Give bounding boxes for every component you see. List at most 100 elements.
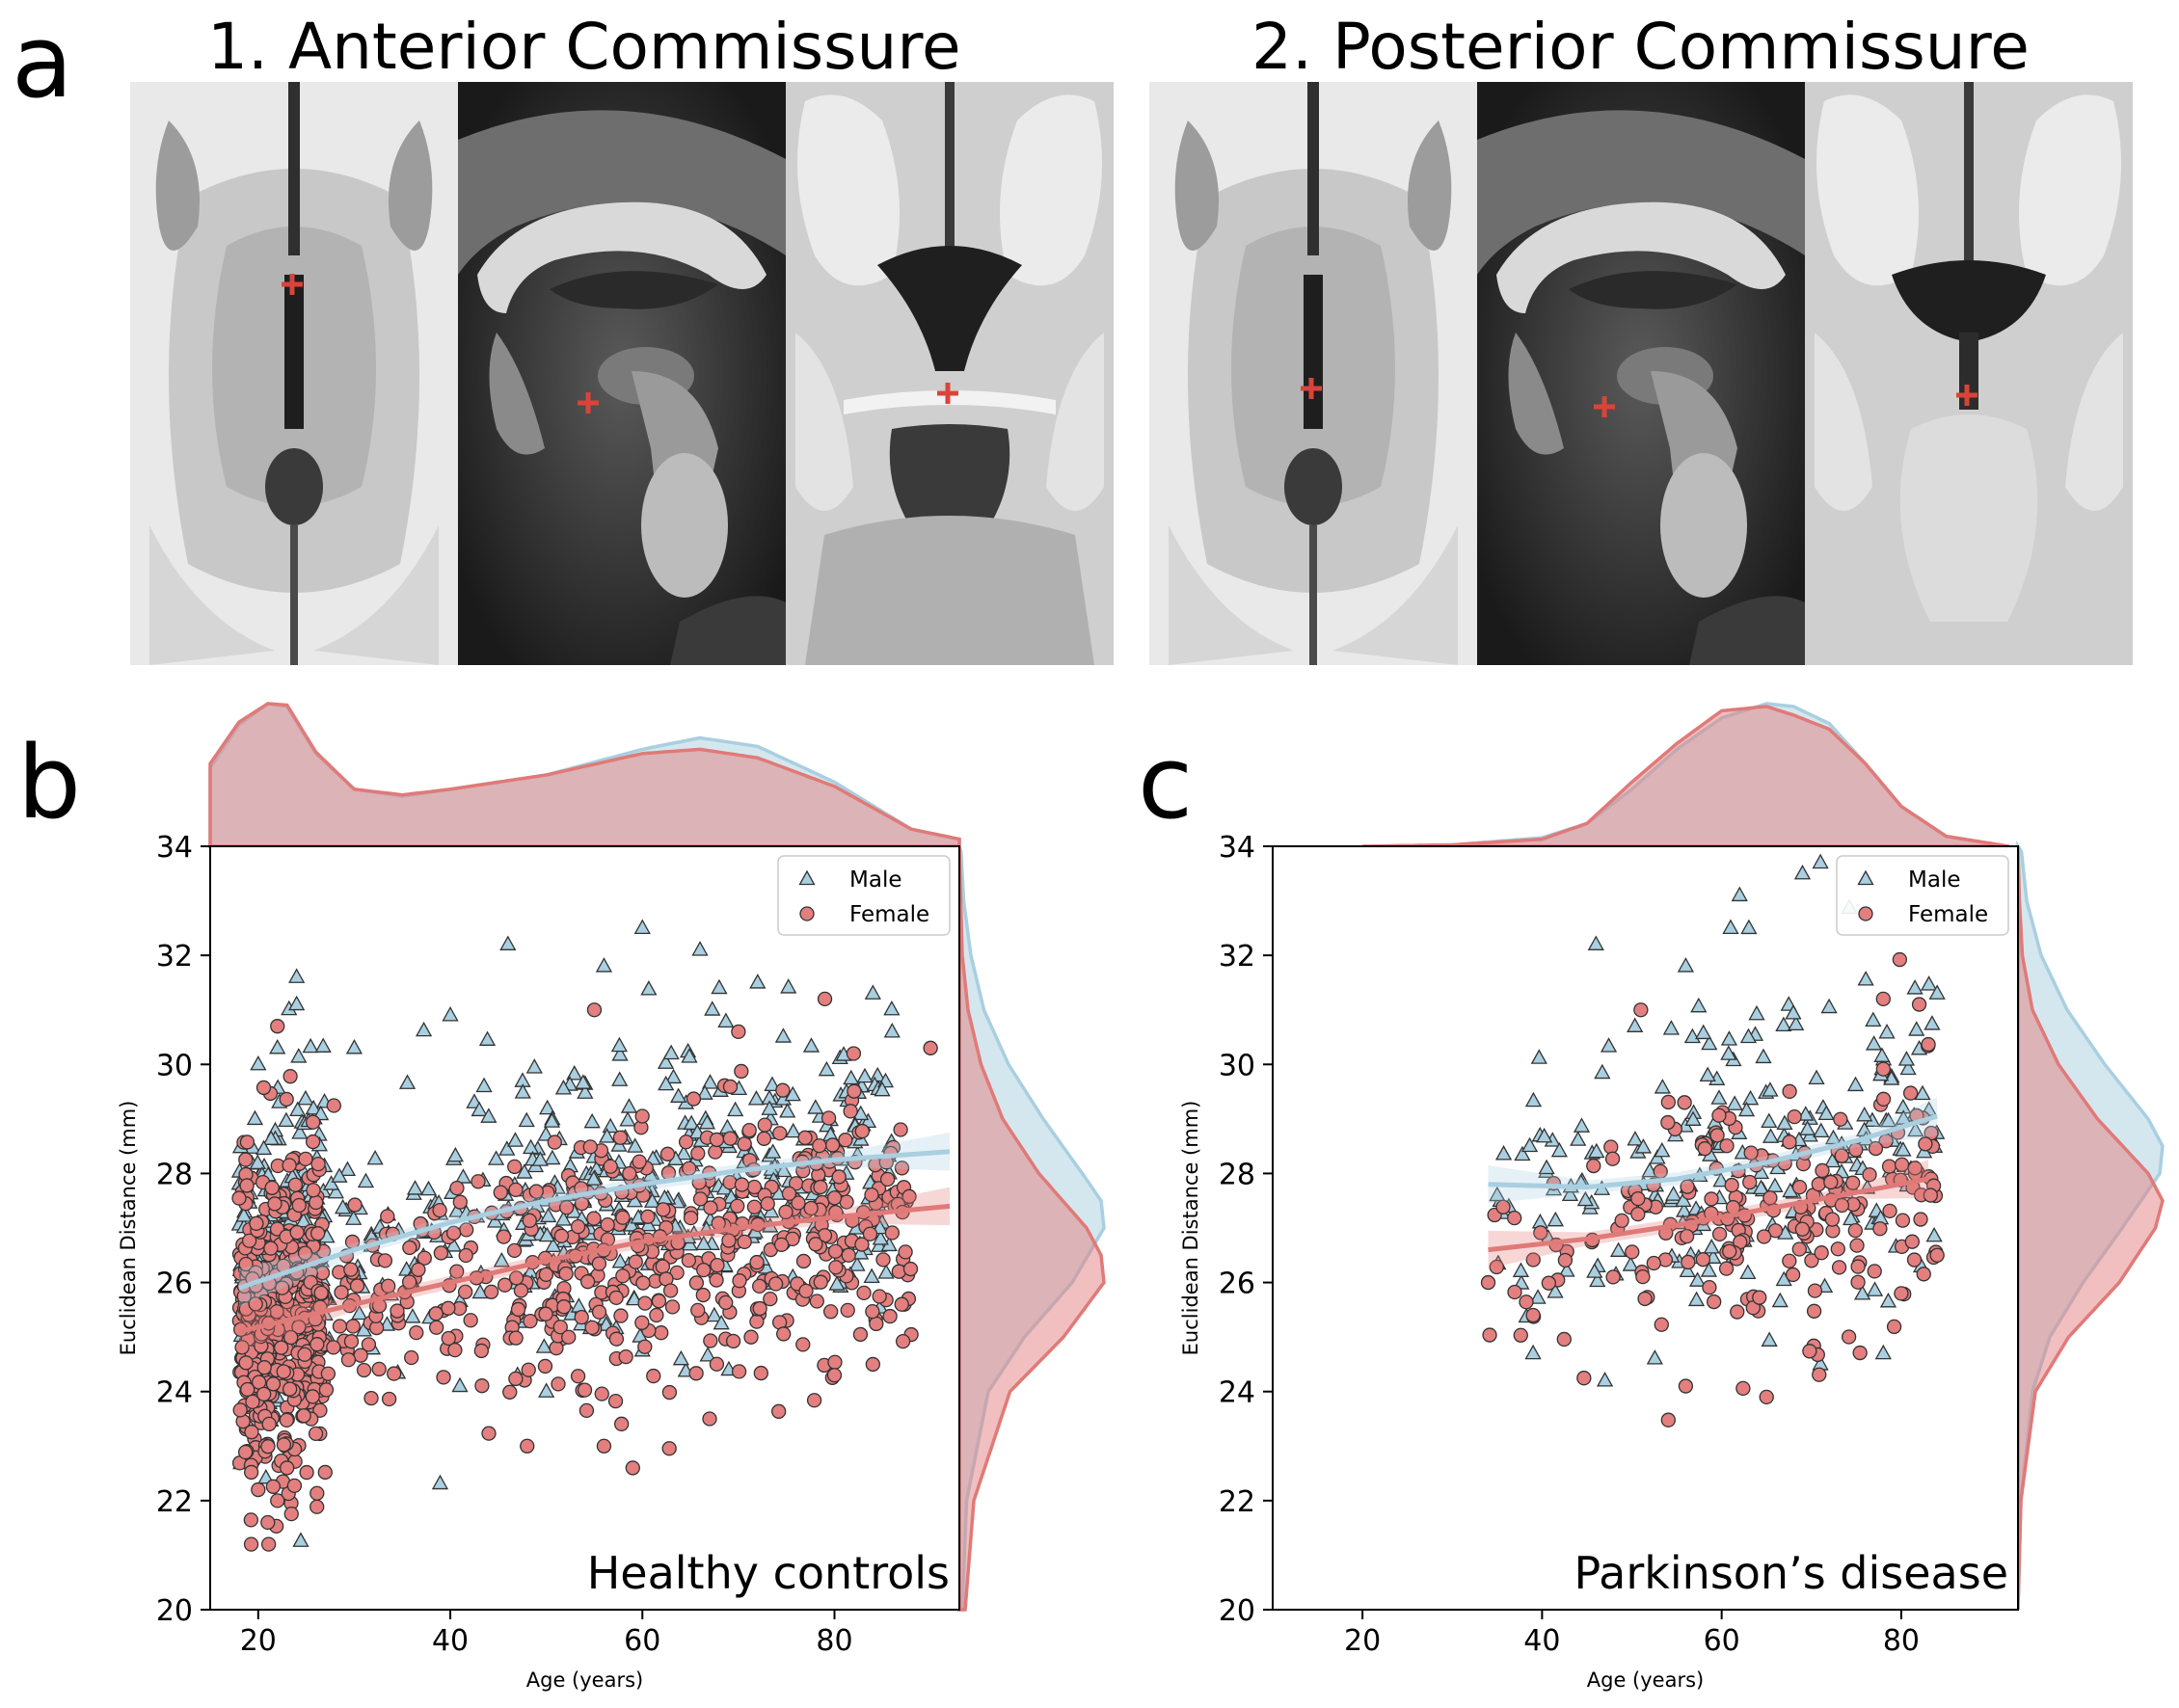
scatter-points: [230, 919, 938, 1552]
female-point: [340, 1352, 357, 1368]
male-point: [246, 1109, 264, 1126]
male-point: [1662, 1020, 1681, 1035]
female-point: [243, 1464, 259, 1481]
female-point: [651, 1294, 667, 1309]
female-point: [513, 1283, 529, 1298]
female-point: [795, 1337, 811, 1352]
female-point: [270, 1019, 285, 1034]
female-point: [1849, 1238, 1865, 1253]
female-point: [313, 1285, 329, 1301]
male-point: [1824, 1129, 1843, 1145]
chart-svg: 20 40 60 80 20 22 24 26 28 30 32 34 Age (years) Eucli…: [117, 702, 1106, 1692]
female-point: [1762, 1190, 1778, 1206]
legend-label-male: Male: [1908, 867, 1960, 893]
male-point: [1761, 1331, 1778, 1347]
male-point: [249, 1154, 266, 1169]
female-point: [678, 1134, 694, 1150]
female-point: [1711, 1226, 1728, 1241]
male-point: [620, 1098, 638, 1113]
y-tick-label: 32: [156, 940, 193, 974]
male-point: [327, 1183, 345, 1199]
female-point: [347, 1197, 363, 1213]
coronal-mri-view-ac: [786, 82, 1114, 665]
male-point: [717, 1012, 735, 1027]
female-point: [577, 1382, 593, 1398]
female-point: [441, 1300, 456, 1316]
female-point: [1722, 1243, 1737, 1259]
female-point: [1604, 1151, 1621, 1166]
female-point: [1556, 1331, 1572, 1348]
female-point: [1850, 1259, 1866, 1274]
female-point: [463, 1313, 478, 1328]
female-point: [256, 1386, 272, 1402]
female-point: [856, 1285, 872, 1301]
female-point: [1847, 1222, 1863, 1239]
female-point: [432, 1202, 447, 1218]
female-point: [390, 1303, 405, 1319]
female-point: [586, 1211, 602, 1226]
female-point: [827, 1243, 844, 1259]
male-point: [1812, 853, 1829, 869]
female-point: [884, 1225, 901, 1241]
female-point: [1660, 1412, 1676, 1428]
female-point: [474, 1378, 490, 1394]
male-point: [1684, 1110, 1702, 1126]
female-point: [428, 1306, 444, 1321]
female-point: [1845, 1175, 1861, 1190]
male-point: [537, 1126, 554, 1141]
female-point: [578, 1402, 595, 1419]
female-point: [746, 1179, 763, 1195]
female-point: [828, 1260, 844, 1275]
male-point: [1906, 979, 1923, 995]
female-point: [1482, 1327, 1497, 1343]
mri-group-posterior: [1149, 82, 2133, 665]
female-point: [854, 1237, 870, 1252]
male-point: [1699, 1066, 1716, 1082]
female-point: [493, 1185, 508, 1200]
female-point: [1918, 1136, 1933, 1152]
mri-slice-image: [130, 82, 458, 665]
female-point: [447, 1342, 463, 1358]
female-point: [306, 1183, 321, 1198]
female-point: [776, 1326, 792, 1342]
male-point: [1878, 1024, 1896, 1039]
female-point: [318, 1382, 335, 1398]
male-point: [699, 1347, 716, 1362]
male-point: [1576, 1190, 1594, 1207]
female-point: [1802, 1344, 1817, 1359]
female-point: [274, 1340, 289, 1355]
female-point: [538, 1267, 554, 1282]
commissure-marker: [937, 383, 958, 404]
female-point: [579, 1274, 596, 1290]
female-point: [681, 1252, 696, 1268]
male-point: [498, 1140, 516, 1156]
female-point: [1794, 1221, 1811, 1237]
female-point: [263, 1241, 279, 1256]
female-point: [1677, 1095, 1692, 1110]
female-point: [737, 1136, 752, 1152]
female-point: [1630, 1206, 1646, 1222]
female-point: [309, 1337, 325, 1352]
male-point: [1514, 1145, 1531, 1161]
female-point: [559, 1200, 575, 1215]
male-point: [843, 1069, 860, 1085]
female-point: [264, 1180, 280, 1195]
fit-line-female: [238, 1203, 951, 1334]
male-point: [345, 1210, 363, 1225]
commissure-marker: [1594, 396, 1615, 417]
legend-box: [777, 855, 951, 936]
female-point: [280, 1460, 295, 1476]
male-point: [1925, 1226, 1943, 1242]
female-point: [773, 1237, 790, 1253]
female-point: [625, 1460, 640, 1476]
male-point: [1761, 1112, 1778, 1129]
male-point: [1494, 1145, 1513, 1161]
male-point: [872, 1230, 889, 1245]
male-point: [595, 957, 613, 973]
male-point: [585, 1170, 603, 1186]
female-point: [1541, 1275, 1556, 1291]
female-point: [275, 1280, 290, 1295]
male-point: [289, 1101, 307, 1117]
female-point: [840, 1302, 855, 1319]
male-point: [1627, 1017, 1644, 1032]
